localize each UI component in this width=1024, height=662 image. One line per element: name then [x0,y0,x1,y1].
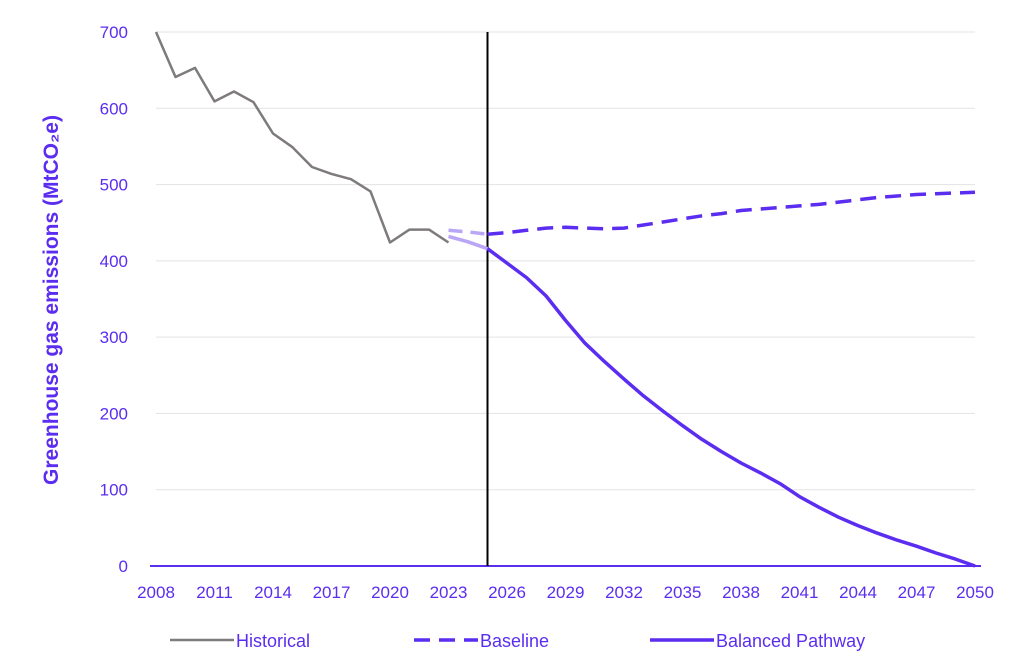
x-tick-label: 2020 [371,583,409,602]
x-tick-label: 2017 [313,583,351,602]
legend-item: Baseline [414,631,549,651]
legend-item: Balanced Pathway [650,631,865,651]
x-tick-label: 2026 [488,583,526,602]
x-tick-label: 2008 [137,583,175,602]
x-tick-label: 2038 [722,583,760,602]
y-tick-labels: 0 100 200 300 400 500 600 700 [100,23,128,576]
series-line-baseline-faint [448,228,488,236]
y-tick-label: 200 [100,404,128,423]
x-tick-labels: 2008 2011 2014 2017 2020 2023 2026 2029 2032 2035… [137,583,994,602]
x-tick-label: 2029 [547,583,585,602]
series-lines [154,31,976,568]
x-tick-label: 2023 [430,583,468,602]
x-tick-label: 2044 [839,583,877,602]
x-tick-label: 2035 [664,583,702,602]
legend: Historical Baseline Balanced Pathway [170,631,865,651]
x-tick-label: 2011 [196,583,233,602]
y-tick-label: 700 [100,23,128,42]
y-tick-label: 300 [100,328,128,347]
series-line-historical [154,31,450,244]
y-tick-label: 0 [119,557,128,576]
y-tick-label: 400 [100,252,128,271]
y-axis-label: Greenhouse gas emissions (MtCO₂e) [40,115,63,485]
y-tick-label: 500 [100,176,128,195]
x-tick-label: 2050 [956,583,994,602]
gridlines [156,31,975,491]
y-tick-label: 100 [100,481,128,500]
x-tick-label: 2014 [254,583,292,602]
legend-item: Historical [170,631,310,651]
axes [150,32,981,567]
series-line-baseline [487,190,976,236]
x-tick-label: 2047 [898,583,936,602]
x-tick-label: 2041 [781,583,819,602]
series-line-pathway-faint [448,234,489,251]
series-line-balanced-pathway [486,247,976,568]
legend-label: Historical [236,631,310,651]
legend-label: Balanced Pathway [716,631,865,651]
y-tick-label: 600 [100,99,128,118]
legend-label: Baseline [480,631,549,651]
x-tick-label: 2032 [605,583,643,602]
